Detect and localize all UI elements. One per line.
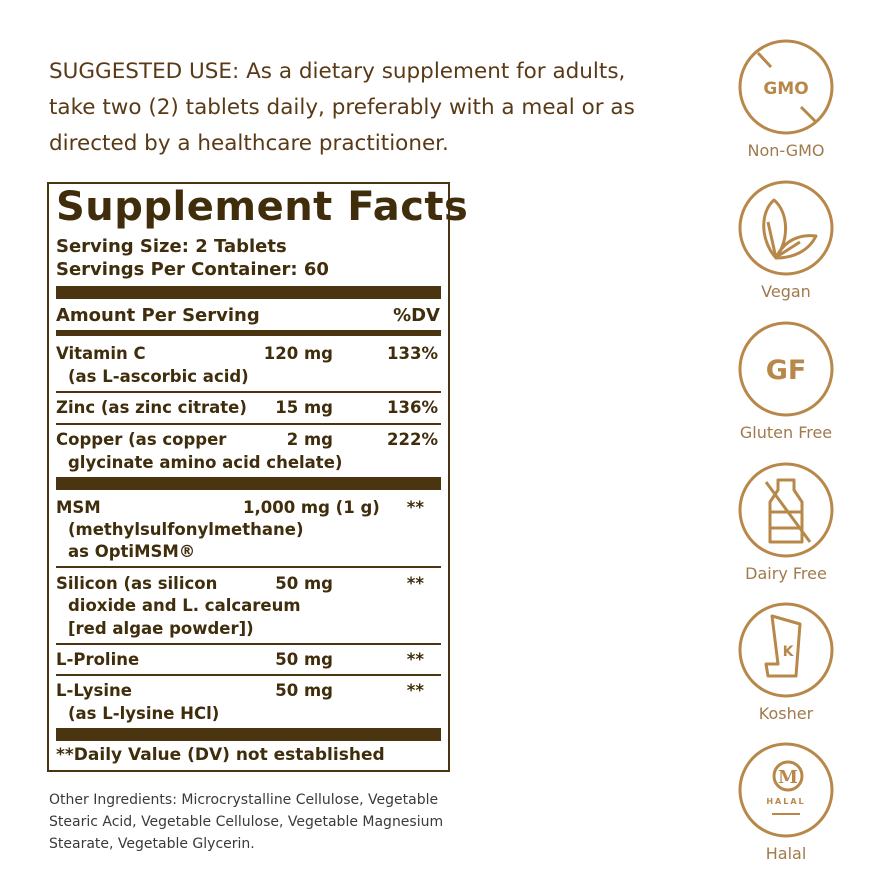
nutrient-amount: 50 mg xyxy=(275,650,333,669)
row-divider xyxy=(56,643,441,645)
badge-halal: M HALAL Halal xyxy=(738,742,834,863)
nutrient-amount: 2 mg xyxy=(286,430,333,449)
row-divider xyxy=(56,391,441,393)
nutrient-source: [red algae powder]) xyxy=(68,619,254,638)
serving-size: Serving Size: 2 Tablets xyxy=(56,236,287,257)
nutrient-source: as OptiMSM® xyxy=(68,542,196,561)
halal-icon: M HALAL xyxy=(738,742,834,838)
badge-vegan: Vegan xyxy=(738,180,834,301)
nutrient-amount: 120 mg xyxy=(263,344,333,363)
badge-dairy-free: Dairy Free xyxy=(738,462,834,583)
svg-text:K: K xyxy=(783,644,795,660)
row-divider xyxy=(56,566,441,568)
dv-header: %DV xyxy=(393,305,440,326)
nutrient-dv: 222% xyxy=(387,430,438,449)
supplement-facts-panel: Supplement Facts Serving Size: 2 Tablets… xyxy=(47,182,468,772)
nutrient-name: L-Lysine xyxy=(56,681,132,700)
badge-label: Kosher xyxy=(758,704,814,723)
thick-divider xyxy=(56,477,441,490)
badge-label: Halal xyxy=(765,844,807,863)
nutrient-amount: 1,000 mg (1 g) xyxy=(243,498,380,517)
servings-per-container: Servings Per Container: 60 xyxy=(56,259,329,280)
nutrient-name: Copper (as copper xyxy=(56,430,227,449)
nutrient-name: Silicon (as silicon xyxy=(56,574,218,593)
nutrient-source: (as L-lysine HCl) xyxy=(68,704,220,723)
nutrient-source: (methylsulfonylmethane) xyxy=(68,520,304,539)
non-gmo-icon: GMO xyxy=(738,39,834,135)
svg-text:M: M xyxy=(778,767,798,788)
milk-bottle-icon xyxy=(738,462,834,558)
nutrient-dv: ** xyxy=(406,574,424,593)
nutrient-amount: 50 mg xyxy=(275,574,333,593)
badge-label: Vegan xyxy=(761,282,811,301)
badge-kosher: K Kosher xyxy=(738,602,834,723)
thick-divider xyxy=(56,286,441,299)
nutrient-dv: ** xyxy=(406,650,424,669)
panel-title: Supplement Facts xyxy=(56,184,469,230)
svg-text:GMO: GMO xyxy=(763,79,808,99)
suggested-use: SUGGESTED USE: As a dietary supplement f… xyxy=(49,59,635,156)
nutrient-dv: ** xyxy=(406,498,424,517)
badge-gluten-free: GF Gluten Free xyxy=(738,321,834,442)
svg-text:GF: GF xyxy=(766,355,807,386)
nutrient-dv: ** xyxy=(406,681,424,700)
badge-label: Non-GMO xyxy=(747,141,825,160)
badge-non-gmo: GMO Non-GMO xyxy=(738,39,834,160)
amount-header: Amount Per Serving xyxy=(56,305,260,326)
nutrient-source: (as L-ascorbic acid) xyxy=(68,367,249,386)
leaf-icon xyxy=(738,180,834,276)
nutrient-dv: 136% xyxy=(387,398,438,417)
thick-divider xyxy=(56,728,441,741)
badge-label: Dairy Free xyxy=(745,564,827,583)
other-ingredients: Other Ingredients: Microcrystalline Cell… xyxy=(49,792,444,852)
gluten-free-icon: GF xyxy=(738,321,834,417)
nutrient-name: Zinc (as zinc citrate) xyxy=(56,398,247,417)
row-divider xyxy=(56,674,441,676)
svg-text:HALAL: HALAL xyxy=(766,797,805,806)
nutrient-name: Vitamin C xyxy=(56,344,146,363)
nutrient-name: L-Proline xyxy=(56,650,140,669)
row-divider xyxy=(56,423,441,425)
footnote: **Daily Value (DV) not established xyxy=(56,745,385,765)
nutrient-amount: 50 mg xyxy=(275,681,333,700)
divider xyxy=(56,330,441,336)
kosher-icon: K xyxy=(738,602,834,698)
nutrient-source: glycinate amino acid chelate) xyxy=(68,453,343,472)
nutrient-amount: 15 mg xyxy=(275,398,333,417)
nutrient-source: dioxide and L. calcareum xyxy=(68,596,301,615)
nutrient-name: MSM xyxy=(56,498,101,517)
badge-label: Gluten Free xyxy=(739,423,833,442)
nutrient-dv: 133% xyxy=(387,344,438,363)
